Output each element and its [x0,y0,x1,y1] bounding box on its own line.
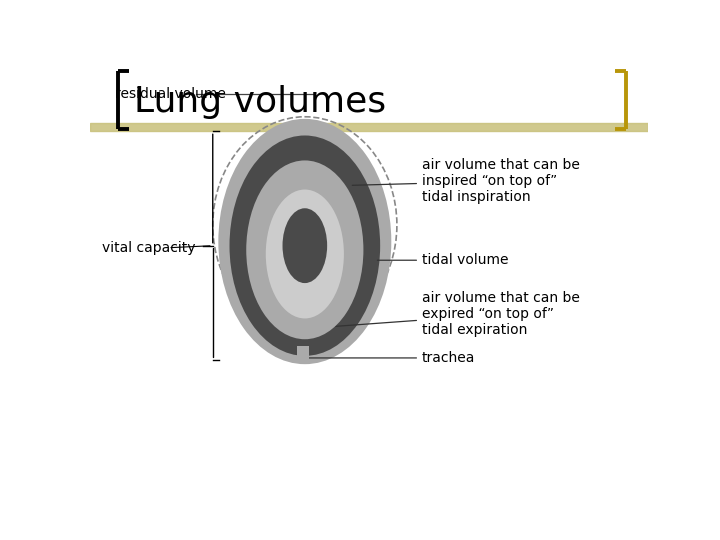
Ellipse shape [246,160,364,339]
Ellipse shape [282,208,327,283]
Text: Lung volumes: Lung volumes [133,85,386,119]
Ellipse shape [218,119,392,364]
Text: residual volume: residual volume [115,87,226,101]
FancyBboxPatch shape [297,346,310,362]
Text: air volume that can be
expired “on top of”
tidal expiration: air volume that can be expired “on top o… [333,291,580,338]
Text: trachea: trachea [307,351,475,365]
Text: tidal volume: tidal volume [377,253,508,267]
Text: vital capacity: vital capacity [102,241,195,255]
Ellipse shape [266,190,344,319]
Text: air volume that can be
inspired “on top of”
tidal inspiration: air volume that can be inspired “on top … [352,158,580,205]
Ellipse shape [230,136,380,356]
Bar [90,123,648,131]
